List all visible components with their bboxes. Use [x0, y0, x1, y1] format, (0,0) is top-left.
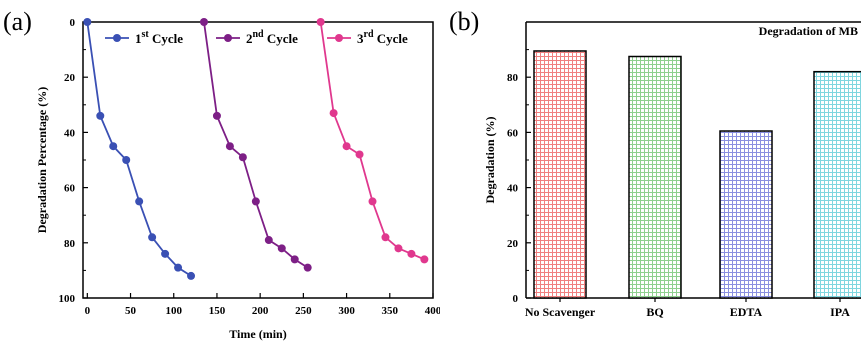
data-point-cycle-3	[368, 197, 377, 206]
legend-swatch-marker	[113, 34, 121, 42]
data-point-cycle-2	[212, 111, 221, 120]
y-tick-label: 20	[64, 72, 76, 84]
series-line-cycle-1	[86, 21, 192, 277]
data-point-cycle-2	[238, 153, 247, 162]
data-point-cycle-3	[316, 18, 325, 26]
data-point-cycle-1	[148, 233, 157, 242]
y-tick-label: 40	[507, 183, 519, 195]
series-line-cycle-2	[203, 21, 309, 269]
data-point-cycle-2	[199, 18, 208, 26]
x-axis-label: Time (min)	[229, 327, 286, 341]
data-point-cycle-2	[290, 255, 299, 264]
x-tick-label: 100	[165, 305, 182, 317]
y-tick-label: 0	[513, 293, 519, 305]
x-category-label: IPA	[830, 305, 850, 319]
y-axis-label: Degradation Percentage (%)	[35, 87, 49, 233]
line-chart-svg: (a) 0 50 100 150 200 250 300 350 400 0 20 40 60 80 100 T…	[3, 7, 440, 341]
legend-number: 1	[135, 31, 142, 46]
data-point-cycle-3	[355, 150, 364, 159]
y-tick-label: 80	[507, 72, 519, 84]
x-tick-label: 250	[295, 305, 312, 317]
x-tick-label: 400	[425, 305, 440, 317]
data-point-cycle-1	[83, 18, 92, 26]
legend-ordinal-suffix: rd	[364, 29, 374, 40]
data-point-cycle-1	[96, 111, 105, 120]
x-category-label: No Scavenger	[525, 305, 596, 319]
bar-ipa	[813, 70, 861, 299]
legend-swatch-marker	[224, 34, 232, 42]
y-tick-label: 20	[507, 238, 519, 250]
data-point-cycle-2	[303, 263, 312, 272]
bar-edta	[719, 130, 773, 299]
legend-entry-cycle-3: 3rd Cycle	[357, 29, 408, 46]
y-tick-label: 60	[507, 127, 519, 139]
panel-a-line-chart: (a) 0 50 100 150 200 250 300 350 400 0 20 40 60 80 100 T…	[3, 7, 440, 341]
data-point-cycle-2	[264, 236, 273, 245]
bar-bq	[628, 55, 682, 299]
data-point-cycle-1	[122, 156, 131, 164]
x-tick-label: 200	[252, 305, 269, 317]
x-tick-label: 350	[382, 305, 399, 317]
chart-title-annotation: Degradation of MB	[759, 24, 858, 38]
data-point-cycle-3	[394, 244, 403, 253]
legend-entry-cycle-1: 1st Cycle	[135, 29, 183, 46]
data-point-cycle-2	[251, 197, 260, 206]
data-point-cycle-3	[407, 249, 416, 258]
data-point-cycle-1	[109, 142, 118, 151]
y-tick-label: 100	[59, 293, 76, 305]
x-category-label: EDTA	[730, 305, 763, 319]
data-point-cycle-1	[174, 263, 183, 272]
data-point-cycle-3	[381, 233, 390, 242]
x-tick-label: 150	[209, 305, 226, 317]
data-point-cycle-2	[277, 244, 286, 253]
y-tick-label: 0	[70, 17, 76, 29]
legend-entry-cycle-2: 2nd Cycle	[246, 29, 298, 46]
legend-number: 2	[246, 31, 253, 46]
legend-ordinal-suffix: st	[142, 29, 150, 40]
panel-label-a: (a)	[3, 7, 32, 36]
y-axis-label: Degradation (%)	[483, 117, 497, 204]
legend-swatch-marker	[335, 34, 343, 42]
panel-b-bar-chart: (b) 0 20 40 60 80 Degradation (%) Degradation o…	[440, 0, 861, 342]
x-tick-label: 300	[338, 305, 355, 317]
data-point-cycle-1	[161, 249, 170, 258]
legend-cycle-word: Cycle	[264, 31, 299, 46]
data-point-cycle-1	[135, 197, 144, 206]
data-point-cycle-3	[420, 255, 429, 264]
x-tick-label: 0	[85, 305, 91, 317]
data-point-cycle-1	[187, 271, 196, 280]
legend-cycle-word: Cycle	[374, 31, 409, 46]
data-point-cycle-3	[329, 109, 338, 118]
data-point-cycle-3	[342, 142, 351, 151]
y-tick-label: 80	[64, 238, 76, 250]
plot-frame	[82, 21, 434, 299]
legend-cycle-word: Cycle	[149, 31, 184, 46]
legend-number: 3	[357, 31, 364, 46]
bar-chart-svg: (b) 0 20 40 60 80 Degradation (%) Degradation o…	[449, 7, 861, 319]
series-line-cycle-3	[319, 21, 425, 261]
panel-label-b: (b)	[449, 7, 479, 36]
x-tick-label: 50	[125, 305, 137, 317]
legend-ordinal-suffix: nd	[253, 29, 265, 40]
bar-no-scavenger	[533, 50, 587, 299]
data-point-cycle-2	[225, 142, 234, 151]
y-tick-label: 60	[64, 183, 76, 195]
x-category-label: BQ	[646, 305, 663, 319]
y-tick-label: 40	[64, 127, 76, 139]
